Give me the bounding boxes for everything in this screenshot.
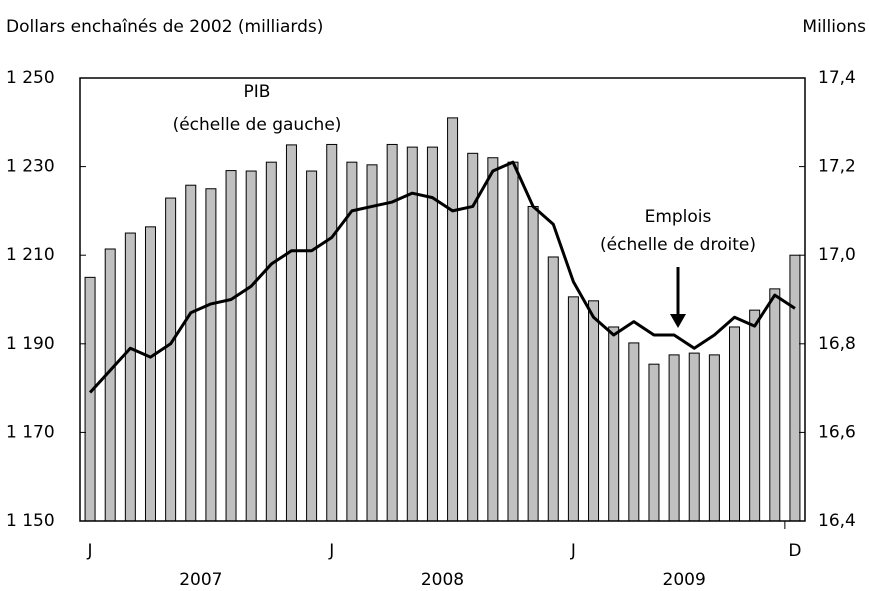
y2-tick-label: 16,4 (818, 511, 856, 531)
bar (588, 300, 600, 522)
line (88, 160, 796, 394)
bar (406, 146, 418, 522)
x-group-label: 2009 (663, 570, 706, 590)
bar (487, 157, 499, 522)
bar (749, 309, 761, 522)
bar (306, 170, 318, 522)
x-tick-label: D (788, 541, 801, 561)
y2-axis-title: Millions (802, 17, 866, 37)
y2-tick-label: 17,2 (818, 157, 856, 177)
bar (527, 205, 539, 522)
annotation: PIB (244, 82, 271, 102)
x-group-label: 2008 (421, 570, 464, 590)
annotation: Emplois (645, 207, 712, 227)
bar (84, 276, 96, 522)
y-tick-label: 1 150 (6, 511, 55, 531)
bar (265, 161, 277, 522)
plot-frame (79, 77, 806, 522)
bar (245, 170, 257, 522)
y-tick-label: 1 170 (6, 422, 55, 442)
bar (326, 143, 338, 522)
bar (144, 226, 156, 522)
bar (165, 197, 177, 522)
x-tick-label: J (328, 541, 334, 561)
bar (608, 326, 620, 522)
x-group-label: 2007 (179, 570, 222, 590)
bar (729, 326, 741, 522)
arrow-head (670, 314, 686, 328)
bar (628, 342, 640, 522)
y-axis-title: Dollars enchaînés de 2002 (milliards) (6, 17, 323, 37)
bar (426, 146, 438, 522)
x-tick-label: J (87, 541, 93, 561)
bar (708, 354, 720, 522)
bar (185, 184, 197, 522)
bar (547, 256, 559, 522)
bar (507, 161, 519, 522)
y-tick-label: 1 210 (6, 245, 55, 265)
annotation: (échelle de gauche) (173, 115, 342, 135)
bar (124, 232, 136, 522)
bar (225, 170, 237, 522)
y2-tick-label: 17,0 (818, 245, 856, 265)
bar (366, 164, 378, 522)
y-tick-label: 1 190 (6, 334, 55, 354)
bar (789, 254, 801, 522)
bar (567, 296, 579, 522)
bar (104, 248, 116, 522)
bar (648, 363, 660, 522)
bar (769, 288, 781, 522)
y-tick-label: 1 250 (6, 68, 55, 88)
annotation: (échelle de droite) (600, 235, 756, 255)
bar (205, 188, 217, 522)
y2-tick-label: 16,6 (818, 422, 856, 442)
bar (688, 352, 700, 522)
y-tick-label: 1 230 (6, 157, 55, 177)
x-tick-label: J (570, 541, 576, 561)
bar (285, 144, 297, 522)
bar (447, 117, 459, 522)
y2-tick-label: 17,4 (818, 68, 856, 88)
bar (668, 354, 680, 522)
y2-tick-label: 16,8 (818, 334, 856, 354)
